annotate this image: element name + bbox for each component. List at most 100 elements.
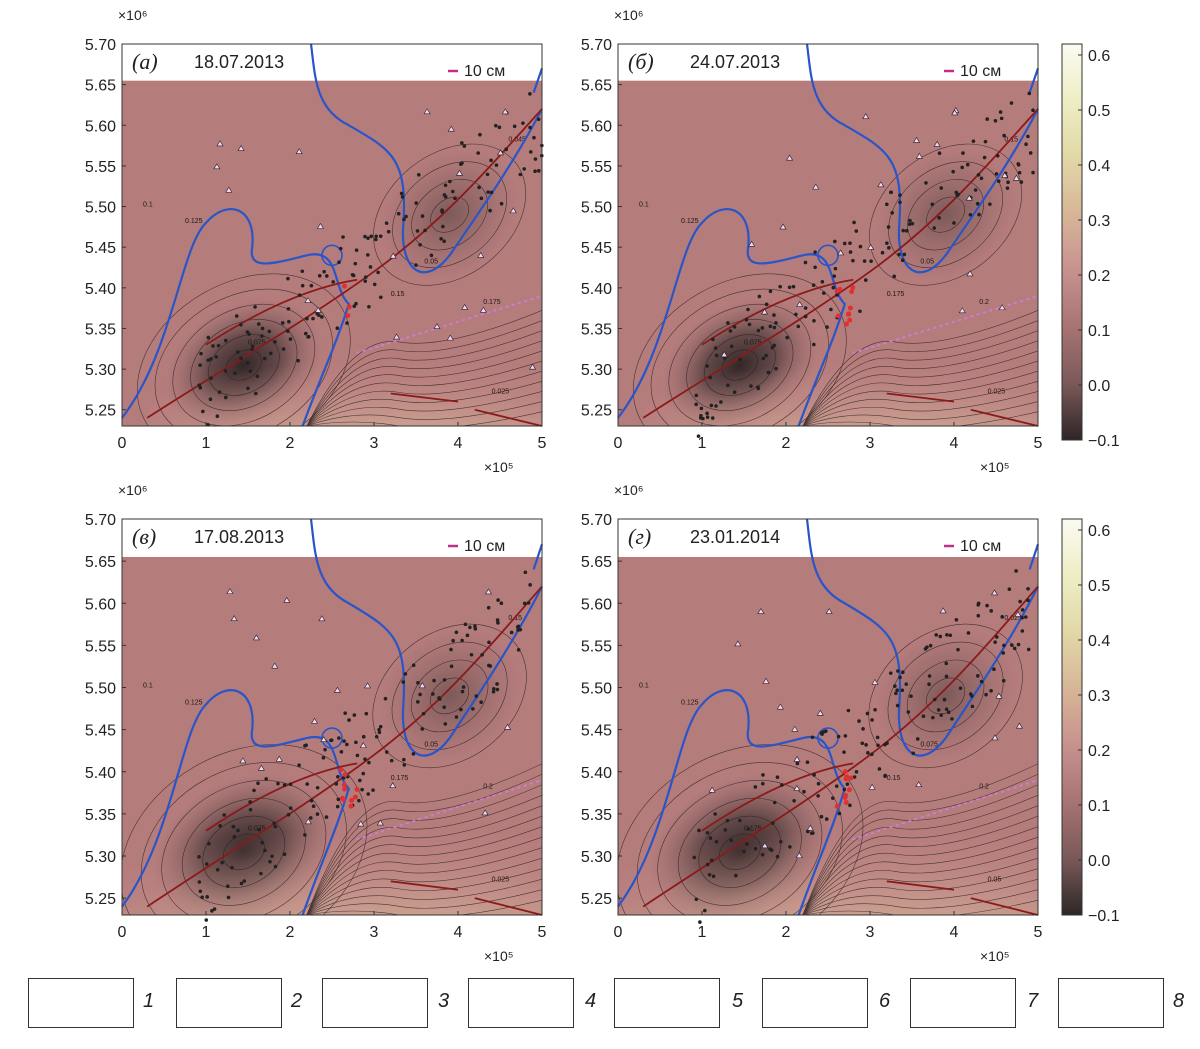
black-dot [371, 788, 375, 792]
black-dot [1019, 180, 1024, 184]
black-dot [1026, 586, 1030, 591]
black-dot [528, 125, 532, 130]
fault-line-south [390, 880, 459, 891]
black-dot [760, 326, 765, 330]
triangle-marker [1015, 722, 1023, 729]
black-dot [937, 216, 941, 220]
colorbar-tick-label: 0.0 [1088, 853, 1110, 870]
black-dot [694, 402, 698, 407]
y-tick-label: 5.70 [581, 512, 612, 529]
triangle-marker [933, 140, 941, 147]
black-dot [898, 193, 902, 198]
black-dot [206, 358, 211, 362]
y-tick-label: 5.40 [85, 765, 116, 782]
black-dot [245, 330, 250, 334]
black-dot [208, 397, 213, 401]
triangle-marker [877, 181, 885, 188]
y-tick-label: 5.70 [581, 37, 612, 54]
x-tick-label: 0 [118, 435, 127, 452]
black-dot [1018, 599, 1022, 604]
black-dot [459, 707, 463, 712]
black-dot [215, 414, 220, 419]
black-dot [975, 201, 980, 206]
black-dot [719, 400, 723, 404]
black-dot [231, 824, 236, 829]
black-dot [270, 854, 274, 859]
y-tick-label: 5.40 [581, 765, 612, 782]
contour-line [154, 288, 333, 427]
black-dot [431, 692, 435, 696]
black-dot [533, 169, 537, 174]
black-dot [339, 750, 344, 754]
y-tick-label: 5.30 [581, 849, 612, 866]
black-dot [474, 694, 479, 698]
x-tick-label: 5 [538, 924, 547, 941]
black-dot [805, 760, 810, 765]
black-dot [453, 196, 457, 201]
black-dot [938, 634, 943, 639]
black-dot [904, 228, 909, 233]
black-dot [268, 859, 272, 864]
black-dot [971, 139, 976, 143]
black-dot [1020, 608, 1025, 612]
contour-line [906, 659, 985, 733]
black-dot [200, 895, 204, 900]
y-tick-label: 5.55 [85, 638, 116, 655]
black-dot [479, 196, 484, 201]
contour-label: 0.025 [1004, 615, 1022, 622]
y-tick-label: 5.30 [85, 849, 116, 866]
black-dot [218, 824, 222, 828]
black-dot [296, 358, 300, 363]
contour-line [618, 744, 864, 916]
black-dot [420, 727, 425, 731]
fault-line-main [642, 585, 1039, 908]
black-dot [239, 881, 244, 886]
y-tick-label: 5.45 [85, 240, 116, 257]
triangle-marker [225, 186, 233, 193]
colorbar-tick-label: 0.2 [1088, 268, 1110, 285]
y-tick-label: 5.50 [581, 681, 612, 698]
black-dot [334, 782, 339, 786]
black-dot [1016, 642, 1021, 647]
contour-line [657, 779, 823, 916]
black-dot [336, 774, 340, 779]
black-dot [260, 326, 265, 331]
black-dot [1031, 170, 1035, 175]
contour-line [802, 868, 1038, 916]
black-dot [965, 162, 970, 167]
black-dot [714, 839, 719, 844]
x-tick-label: 5 [538, 435, 547, 452]
black-dot [952, 221, 956, 225]
coastline-lake [321, 244, 343, 267]
y-tick-label: 5.25 [581, 403, 612, 420]
black-dot [383, 696, 388, 701]
black-dot [895, 703, 900, 708]
black-dot [753, 847, 758, 851]
black-dot [366, 253, 370, 257]
black-dot [309, 283, 314, 288]
triangle-marker [793, 755, 801, 762]
black-dot [772, 800, 777, 805]
black-dot [347, 718, 351, 722]
black-dot [280, 321, 285, 325]
colorbar-tick-label: 0.4 [1088, 158, 1110, 175]
black-dot [465, 633, 470, 638]
triangle-marker [912, 136, 921, 143]
red-dot [846, 787, 852, 793]
panel-date: 18.07.2013 [194, 52, 284, 72]
panel-label: (б) [628, 49, 654, 74]
black-dot [1002, 643, 1006, 648]
black-dot [915, 737, 920, 741]
black-dot [367, 760, 371, 765]
triangle-marker [433, 323, 441, 329]
black-dot [870, 752, 874, 757]
black-dot [230, 865, 234, 870]
black-dot [921, 714, 926, 719]
black-dot [282, 783, 287, 787]
contour-line [306, 857, 542, 916]
southeast-high-zone [147, 311, 542, 427]
black-dot [699, 406, 704, 411]
black-dot [966, 631, 971, 635]
black-dot [791, 284, 796, 289]
black-dot [329, 738, 334, 743]
